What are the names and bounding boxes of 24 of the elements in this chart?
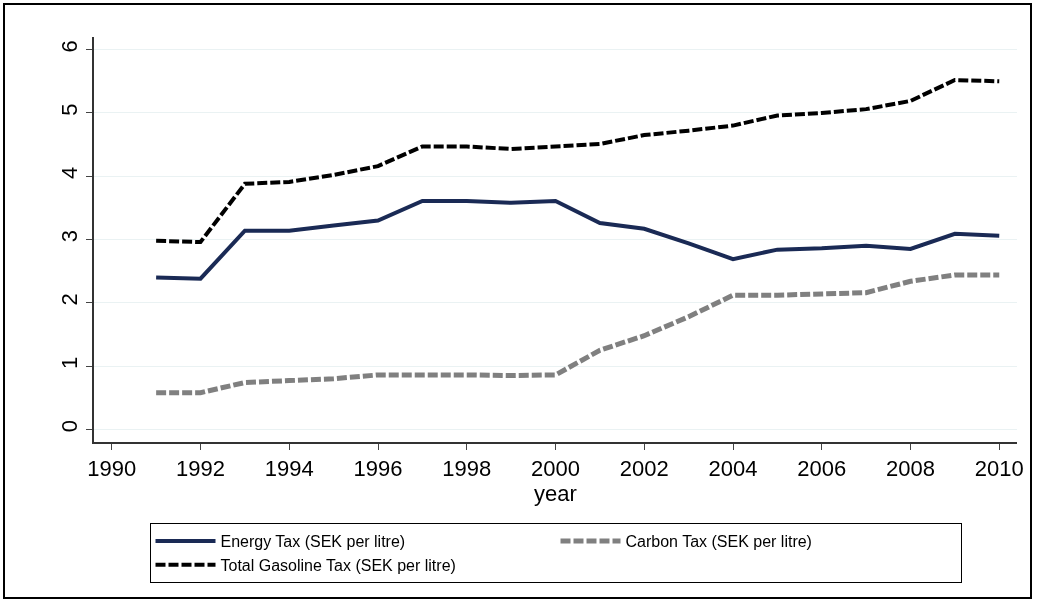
- legend-label: Total Gasoline Tax (SEK per litre): [220, 556, 456, 574]
- x-tick-label: 2010: [974, 456, 1024, 482]
- x-tick-label: 1990: [87, 456, 137, 482]
- x-tick-label: 1994: [264, 456, 314, 482]
- x-tick-label: 1992: [176, 456, 225, 482]
- legend-label: Energy Tax (SEK per litre): [220, 533, 406, 551]
- y-tick-label: 4: [57, 166, 83, 180]
- y-tick-label: 6: [57, 40, 83, 53]
- y-tick-label: 2: [57, 293, 83, 306]
- y-tick-label: 0: [57, 419, 83, 433]
- line-series: [154, 198, 1002, 281]
- x-tick-label: 2000: [531, 456, 580, 482]
- x-axis-title: year: [534, 481, 577, 507]
- line-series: [154, 78, 1002, 245]
- y-tick-label: 1: [57, 356, 83, 369]
- legend-label: Carbon Tax (SEK per litre): [625, 533, 812, 551]
- x-tick-label: 1996: [353, 456, 403, 482]
- x-tick-label: 2002: [619, 456, 669, 482]
- x-tick-label: 2006: [797, 456, 847, 482]
- x-tick-label: 1998: [442, 456, 492, 482]
- x-tick-label: 2008: [886, 456, 935, 482]
- y-tick-label: 3: [57, 230, 83, 243]
- x-tick-label: 2004: [708, 456, 758, 482]
- y-tick-label: 5: [57, 103, 83, 116]
